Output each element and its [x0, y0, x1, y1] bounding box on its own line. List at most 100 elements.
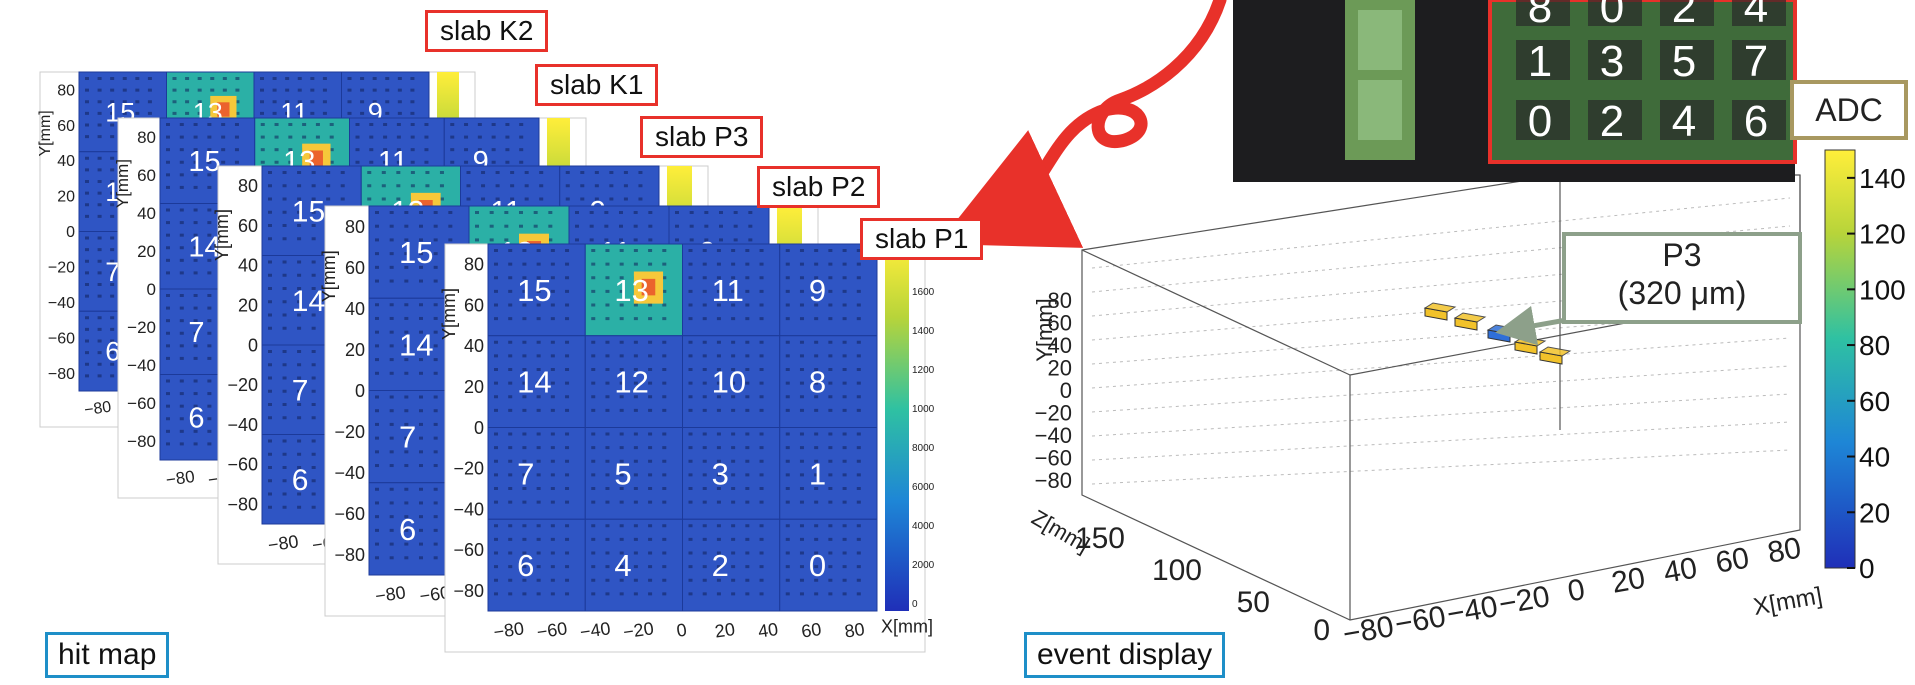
pixel-dot — [508, 289, 513, 293]
pixel-dot — [97, 283, 102, 286]
pixel-dot — [268, 260, 272, 264]
pixel-dot — [207, 123, 212, 126]
pixel-dot — [85, 168, 89, 172]
pixel-dot — [565, 368, 570, 371]
pixel-dot — [166, 271, 170, 275]
pixel-dot — [702, 446, 707, 450]
pixel-dot — [179, 417, 184, 421]
pixel-dot — [745, 289, 750, 293]
pixel-dot — [702, 551, 707, 555]
adc-tick-label: 140 — [1859, 163, 1906, 194]
pixel-dot — [166, 233, 170, 237]
pixel-dot — [856, 395, 861, 399]
pixel-dot — [731, 578, 736, 582]
pixel-dot — [85, 203, 89, 207]
pixel-dot — [110, 191, 115, 195]
pixel-dot — [297, 416, 302, 420]
pixel-dot — [268, 376, 272, 380]
y-tick-label: 40 — [238, 256, 258, 276]
slab-label-k1: slab K1 — [535, 64, 659, 106]
pixel-dot — [828, 276, 833, 280]
pixel-dot — [702, 524, 707, 528]
pixel-dot — [389, 409, 394, 413]
pixel-dot — [550, 487, 555, 490]
pixel-dot — [785, 432, 790, 436]
pixel-dot — [619, 565, 624, 569]
pixel-dot — [404, 450, 409, 454]
pixel-dot — [716, 473, 721, 477]
adc-tick-label: 100 — [1859, 274, 1906, 305]
pixel-dot — [565, 500, 570, 504]
pixel-dot — [748, 224, 753, 228]
pixel-dot — [536, 340, 541, 344]
pixel-dot — [207, 306, 212, 310]
pixel-dot — [522, 551, 527, 555]
pixel-dot — [702, 340, 707, 344]
pixel-dot — [662, 289, 667, 293]
pixel-dot — [565, 578, 570, 582]
pixel-dot — [799, 487, 804, 490]
pixel-dot — [591, 381, 596, 385]
pixel-dot — [814, 524, 819, 528]
y-tick-label: 20 — [137, 242, 156, 261]
pixel-dot — [97, 180, 102, 183]
pixel-dot — [731, 565, 736, 569]
pixel-dot — [166, 356, 170, 360]
pixel-dot — [688, 432, 693, 436]
board-photo: 8 0 2 41 3 5 70 2 4 6 — [1233, 0, 1797, 182]
pixel-dot — [179, 442, 184, 446]
pixel-dot — [814, 381, 819, 385]
pixel-dot — [268, 326, 272, 330]
pixel-dot — [179, 173, 184, 177]
pixel-dot — [419, 556, 423, 560]
pixel-dot — [179, 160, 184, 164]
p3-callout-thickness: (320 μm) — [1617, 275, 1747, 311]
pixel-dot — [550, 303, 555, 307]
pixel-dot — [702, 473, 707, 477]
pixel-dot — [633, 249, 638, 252]
x-tick-label: −80 — [492, 618, 525, 642]
y-tick-label: 80 — [464, 255, 484, 275]
pixel-dot — [326, 171, 331, 174]
pixel-dot — [604, 211, 609, 214]
pixel-dot — [185, 88, 190, 92]
sensor-chip — [1516, 0, 1570, 26]
pixel-dot — [648, 262, 653, 266]
pixel-dot — [274, 135, 279, 139]
pixel-dot — [842, 317, 847, 321]
event-display-3d: 806040200−20−40−60−80Y[mm]150100500Z[mm]… — [1028, 174, 1824, 651]
pixel-dot — [475, 238, 479, 242]
pixel-dot — [207, 173, 212, 177]
pixel-dot — [716, 354, 721, 358]
pixel-dot — [522, 276, 527, 280]
pixel-dot — [522, 432, 527, 436]
pixel-dot — [565, 184, 570, 188]
pixel-dot — [536, 289, 541, 293]
pixel-dot — [97, 203, 102, 207]
pixel-dot — [550, 537, 555, 541]
pixel-dot — [688, 354, 693, 358]
pixel-dot — [702, 262, 707, 266]
pixel-dot — [828, 340, 833, 344]
pixel-dot — [536, 368, 541, 371]
pixel-dot — [604, 224, 609, 228]
pixel-dot — [311, 273, 316, 277]
pixel-dot — [648, 211, 653, 214]
pixel-dot — [536, 446, 541, 450]
pixel-dot — [207, 294, 212, 297]
pixel-dot — [297, 260, 302, 264]
chip-number: 7 — [399, 420, 416, 455]
pixel-dot — [619, 224, 623, 228]
pixel-dot — [166, 208, 170, 212]
pixel-dot — [404, 303, 409, 307]
pixel-dot — [548, 224, 553, 228]
y-tick-label: 80 — [238, 176, 258, 196]
pixel-dot — [340, 197, 345, 201]
x-tick-label: −80 — [83, 399, 112, 420]
pixel-dot — [619, 500, 624, 504]
adc-tick-label: 60 — [1859, 386, 1890, 417]
pixel-dot — [842, 262, 847, 266]
pixel-dot — [759, 408, 764, 412]
pixel-dot — [550, 249, 555, 252]
pixel-dot — [519, 160, 524, 164]
